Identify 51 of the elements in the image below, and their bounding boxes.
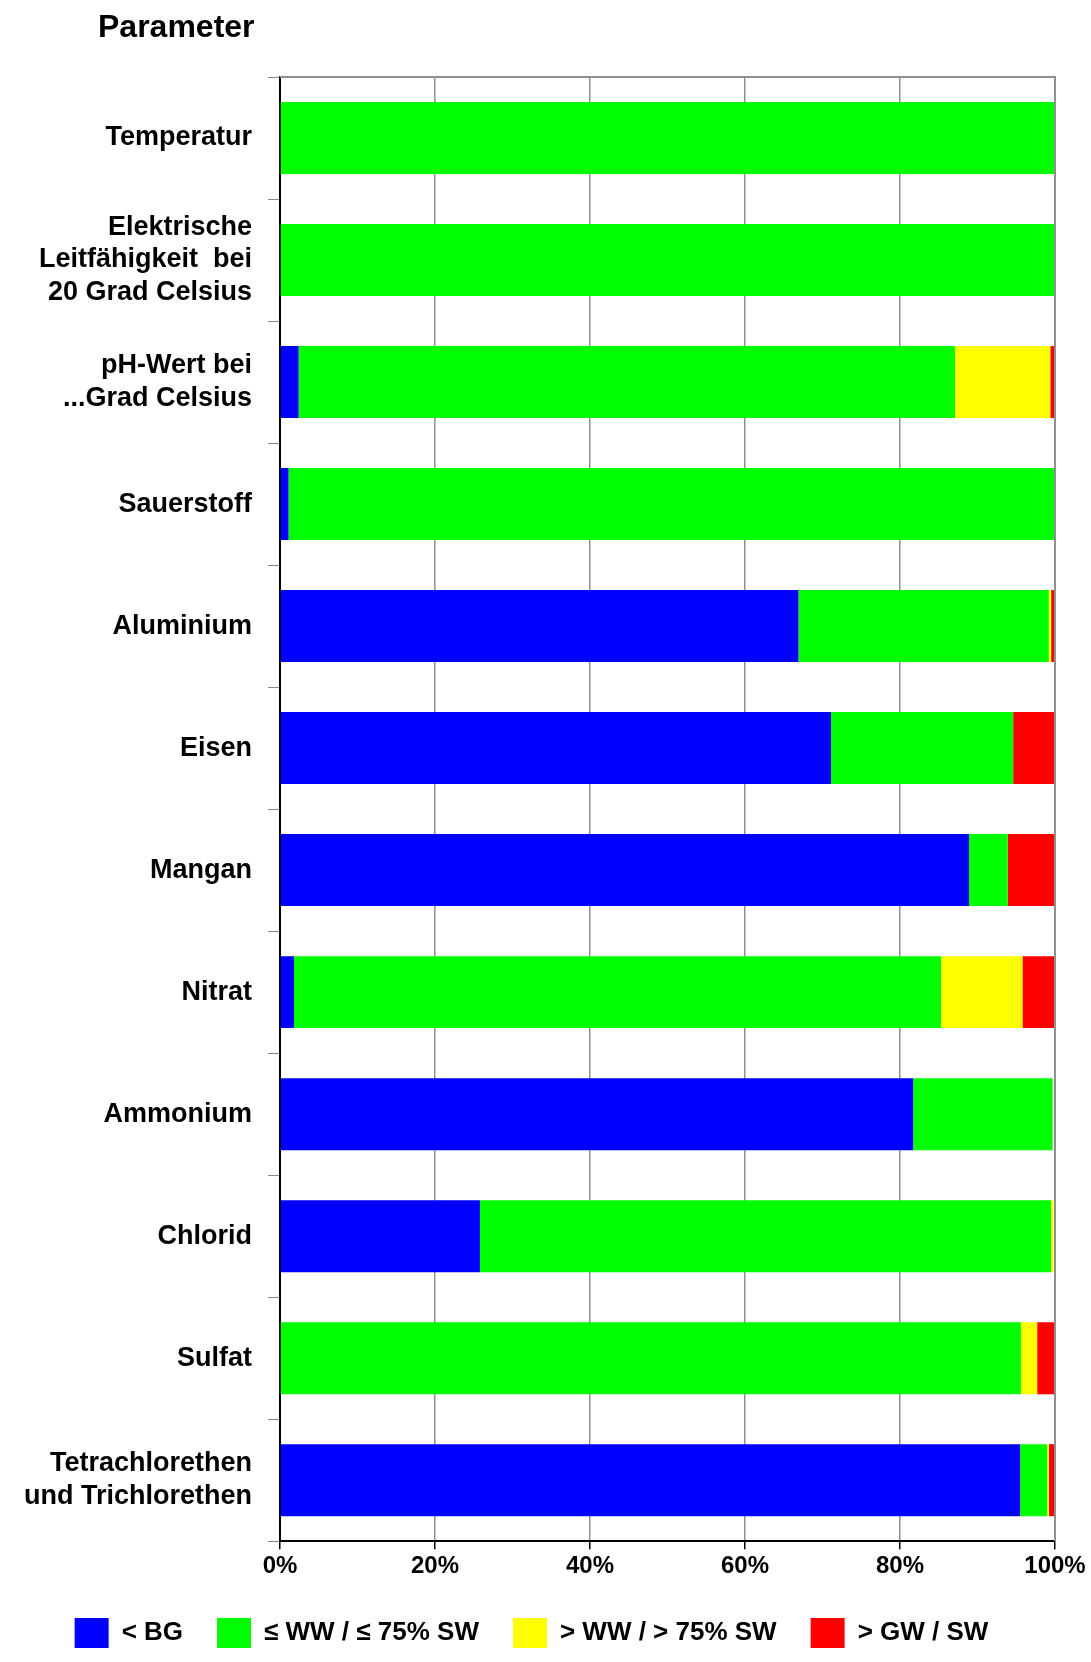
bar xyxy=(280,1322,1021,1395)
bar xyxy=(941,956,1023,1029)
bar xyxy=(280,1200,480,1273)
bar xyxy=(280,956,294,1029)
legend-label: ≤ WW / ≤ 75% SW xyxy=(264,1616,480,1647)
bar xyxy=(798,590,1049,663)
x-tick-label: 80% xyxy=(875,1551,925,1579)
bar xyxy=(1013,712,1055,785)
bar xyxy=(913,1078,1053,1151)
bar xyxy=(1037,1322,1055,1395)
bar xyxy=(280,468,289,541)
bar xyxy=(280,1078,914,1151)
legend-label: > WW / > 75% SW xyxy=(559,1616,778,1647)
bar xyxy=(280,346,299,419)
y-tick-label: Tetrachlorethen und Trichlorethen xyxy=(23,1447,253,1510)
x-tick-label: 40% xyxy=(565,1551,615,1579)
bar xyxy=(1020,1322,1038,1395)
bar xyxy=(1007,834,1055,907)
y-tick-label: pH-Wert bei ...Grad Celsius xyxy=(62,349,253,412)
y-tick-label: Sulfat xyxy=(176,1341,253,1372)
x-tick-label: 60% xyxy=(720,1551,770,1579)
x-tick-label: 0% xyxy=(262,1551,298,1579)
y-tick-label: Ammonium xyxy=(103,1097,253,1128)
y-tick-label: Sauerstoff xyxy=(118,487,254,518)
bar xyxy=(298,346,956,419)
x-tick-label: 20% xyxy=(410,1551,460,1579)
y-tick-label: Mangan xyxy=(149,853,253,884)
bar xyxy=(955,346,1051,419)
chart-title: Parameter xyxy=(98,8,255,45)
bar xyxy=(280,590,799,663)
legend-label: < BG xyxy=(121,1616,184,1647)
y-tick-label: Nitrat xyxy=(181,975,253,1006)
x-tick-label: 100% xyxy=(1024,1551,1086,1579)
bar xyxy=(280,102,1055,174)
bar xyxy=(1022,956,1055,1029)
bar xyxy=(968,834,1008,907)
bar xyxy=(831,712,1014,785)
bar xyxy=(288,468,1055,541)
bar xyxy=(280,1444,1021,1517)
y-tick-label: Chlorid xyxy=(157,1219,253,1250)
y-tick-label: Elektrische Leitfähigkeit bei 20 Grad Celsius xyxy=(38,211,253,306)
bar xyxy=(280,224,1055,297)
legend-label: > GW / SW xyxy=(857,1616,989,1647)
bar xyxy=(280,712,832,785)
bar xyxy=(280,834,969,907)
y-tick-label: Eisen xyxy=(179,731,253,762)
y-tick-label: Temperatur xyxy=(105,121,253,152)
bar xyxy=(293,956,942,1029)
y-tick-label: Aluminium xyxy=(112,609,253,640)
bar xyxy=(1020,1444,1048,1517)
bar xyxy=(479,1200,1052,1273)
